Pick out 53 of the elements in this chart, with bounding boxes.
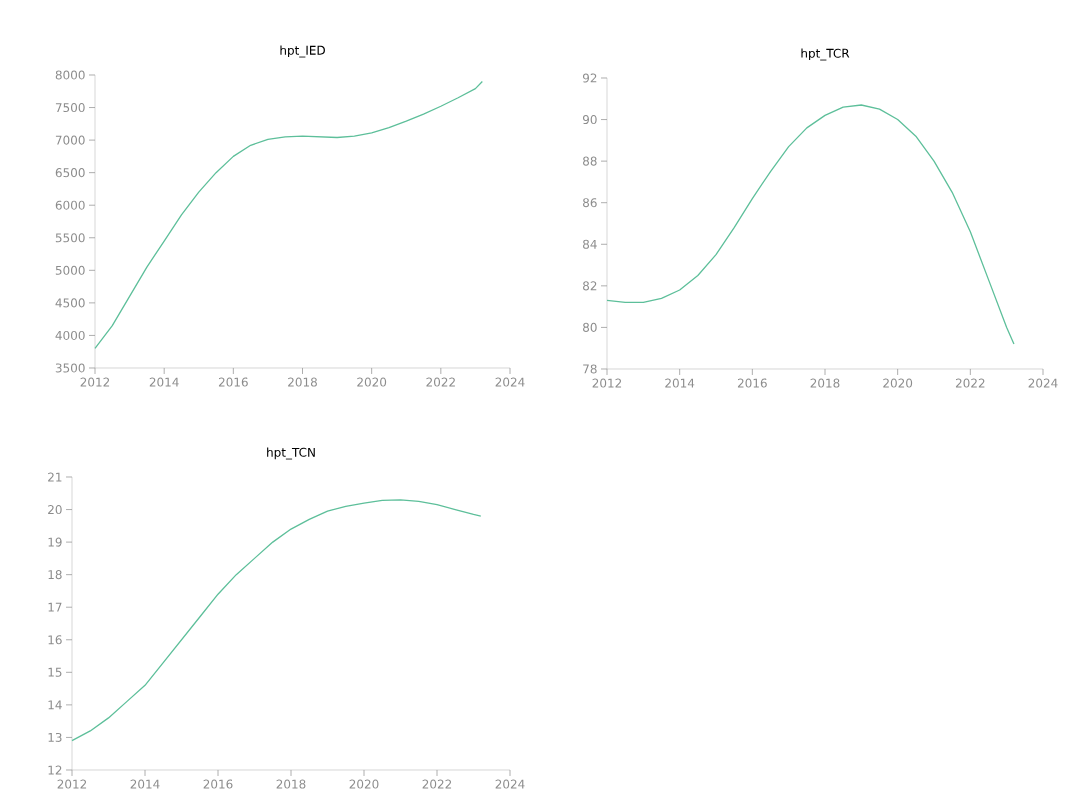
y-tick-label: 8000: [55, 70, 85, 80]
x-tick-label: 2022: [422, 779, 452, 789]
x-tick-label: 2024: [1028, 378, 1058, 388]
chart-title: hpt_TCN: [267, 447, 315, 460]
x-tick-label: 2020: [349, 779, 379, 789]
x-tick-label: 2020: [883, 378, 913, 388]
x-tick-label: 2024: [495, 377, 525, 387]
y-tick-label: 19: [48, 537, 62, 547]
x-tick-label: 2014: [130, 779, 160, 789]
y-tick-label: 80: [583, 322, 597, 332]
y-tick-label: 15: [48, 667, 62, 677]
line-series: [606, 104, 1015, 345]
y-tick-label: 12: [48, 765, 62, 775]
x-tick-label: 2018: [276, 779, 306, 789]
y-tick-label: 3500: [55, 363, 85, 373]
x-tick-label: 2018: [288, 377, 317, 387]
x-tick-label: 2012: [57, 779, 87, 789]
y-tick-label: 13: [48, 732, 62, 742]
x-tick-label: 2016: [203, 779, 233, 789]
y-tick-label: 88: [583, 156, 597, 166]
y-tick-label: 5000: [55, 265, 85, 275]
y-tick-label: 4000: [55, 330, 85, 340]
y-tick-label: 90: [582, 115, 597, 125]
y-tick-label: 7000: [55, 135, 85, 145]
y-tick-label: 78: [583, 364, 597, 374]
y-tick-label: 82: [583, 281, 597, 291]
x-tick-label: 2020: [357, 377, 387, 387]
y-tick-label: 21: [48, 472, 62, 482]
y-tick-label: 7500: [55, 103, 85, 113]
x-tick-label: 2012: [592, 378, 622, 388]
y-tick-label: 4500: [55, 298, 85, 308]
x-tick-label: 2018: [810, 378, 840, 388]
y-tick-label: 20: [48, 505, 62, 515]
x-tick-label: 2012: [80, 377, 110, 387]
y-tick-label: 86: [583, 198, 597, 208]
x-tick-label: 2016: [737, 378, 767, 388]
y-tick-label: 84: [583, 239, 597, 249]
chart-title: hpt_IED: [280, 45, 325, 58]
y-tick-label: 14: [48, 700, 62, 710]
x-tick-label: 2014: [149, 377, 179, 387]
y-tick-label: 16: [48, 635, 62, 645]
x-tick-label: 2024: [495, 779, 525, 789]
x-tick-label: 2016: [218, 377, 248, 387]
y-tick-label: 18: [48, 570, 62, 580]
y-tick-label: 5500: [55, 233, 85, 243]
x-tick-label: 2022: [955, 378, 985, 388]
y-tick-label: 6000: [55, 200, 85, 210]
y-tick-label: 17: [48, 602, 62, 612]
x-tick-label: 2022: [426, 377, 455, 387]
x-tick-label: 2014: [665, 378, 695, 388]
y-tick-label: 92: [582, 73, 597, 83]
chart-title: hpt_TCR: [801, 48, 850, 61]
y-tick-label: 6500: [55, 168, 85, 178]
